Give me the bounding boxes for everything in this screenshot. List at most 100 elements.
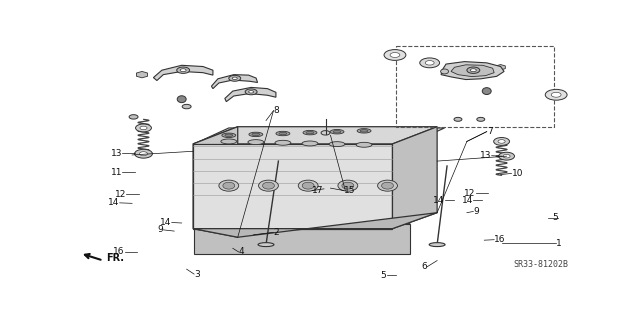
Text: 15: 15 [344, 186, 355, 195]
Text: 7: 7 [486, 127, 492, 136]
Polygon shape [225, 87, 276, 102]
Ellipse shape [342, 182, 354, 189]
Text: 8: 8 [273, 106, 279, 115]
Polygon shape [211, 75, 257, 89]
Polygon shape [136, 71, 148, 78]
Ellipse shape [302, 182, 314, 189]
Ellipse shape [249, 132, 263, 137]
Text: 11: 11 [111, 168, 122, 177]
Circle shape [384, 49, 406, 60]
Ellipse shape [262, 182, 275, 189]
Text: 5: 5 [552, 213, 557, 222]
Polygon shape [194, 128, 445, 224]
Text: 16: 16 [113, 248, 125, 256]
Ellipse shape [279, 132, 287, 135]
Polygon shape [193, 127, 437, 144]
Circle shape [499, 152, 515, 160]
Ellipse shape [275, 140, 291, 145]
Text: 16: 16 [494, 235, 506, 244]
Circle shape [551, 92, 561, 97]
Text: 14: 14 [433, 196, 445, 205]
Polygon shape [193, 127, 237, 237]
Circle shape [134, 149, 152, 158]
Circle shape [390, 53, 400, 57]
Polygon shape [441, 62, 504, 79]
Ellipse shape [298, 180, 318, 191]
Ellipse shape [177, 96, 186, 103]
Text: 5: 5 [381, 271, 387, 280]
Text: 14: 14 [462, 196, 474, 205]
Ellipse shape [381, 182, 394, 189]
Text: 1: 1 [556, 239, 562, 248]
Text: 12: 12 [465, 189, 476, 197]
Ellipse shape [306, 131, 314, 134]
Polygon shape [496, 64, 506, 70]
Circle shape [180, 69, 186, 72]
Ellipse shape [333, 130, 341, 133]
Ellipse shape [356, 142, 372, 147]
Ellipse shape [338, 180, 358, 191]
Circle shape [136, 124, 152, 132]
Circle shape [503, 154, 510, 158]
Text: 6: 6 [422, 262, 428, 271]
Text: 12: 12 [115, 190, 126, 199]
Ellipse shape [440, 69, 449, 74]
Circle shape [321, 131, 330, 135]
Ellipse shape [483, 88, 491, 94]
Text: 14: 14 [161, 218, 172, 227]
Text: 14: 14 [108, 198, 120, 207]
Ellipse shape [329, 142, 345, 147]
Circle shape [470, 69, 476, 72]
Polygon shape [193, 144, 392, 229]
Circle shape [498, 140, 505, 143]
Circle shape [140, 152, 147, 156]
Ellipse shape [302, 141, 318, 146]
Text: SR33-81202B: SR33-81202B [513, 260, 568, 269]
Ellipse shape [303, 130, 317, 135]
Ellipse shape [330, 130, 344, 134]
Circle shape [545, 89, 567, 100]
Ellipse shape [258, 243, 274, 247]
Text: 13: 13 [480, 151, 492, 160]
Text: 3: 3 [194, 270, 200, 278]
Circle shape [467, 67, 480, 73]
Circle shape [140, 126, 147, 130]
Circle shape [245, 89, 257, 95]
Circle shape [493, 137, 509, 145]
Ellipse shape [219, 180, 239, 191]
Polygon shape [154, 65, 213, 80]
Ellipse shape [259, 180, 278, 191]
Circle shape [177, 67, 189, 73]
Polygon shape [193, 213, 437, 237]
Circle shape [182, 104, 191, 109]
Ellipse shape [221, 139, 237, 144]
Ellipse shape [276, 131, 290, 136]
Circle shape [229, 75, 241, 81]
Circle shape [232, 77, 237, 79]
Ellipse shape [360, 130, 368, 132]
Circle shape [477, 117, 484, 121]
Circle shape [454, 117, 462, 121]
Circle shape [425, 61, 434, 65]
Text: 9: 9 [474, 207, 479, 216]
Text: FR.: FR. [106, 253, 124, 263]
Text: 13: 13 [111, 149, 122, 158]
Ellipse shape [378, 180, 397, 191]
Ellipse shape [429, 243, 445, 247]
Text: 9: 9 [157, 225, 163, 234]
Text: 4: 4 [239, 248, 244, 256]
Ellipse shape [225, 134, 233, 137]
Polygon shape [451, 65, 494, 77]
Circle shape [420, 58, 440, 68]
Text: 17: 17 [312, 186, 324, 195]
Text: 2: 2 [273, 228, 279, 237]
Ellipse shape [252, 133, 260, 136]
Ellipse shape [223, 182, 235, 189]
Ellipse shape [357, 129, 371, 133]
Ellipse shape [222, 133, 236, 137]
Polygon shape [392, 127, 437, 229]
Ellipse shape [248, 140, 264, 145]
Polygon shape [194, 224, 410, 255]
Circle shape [248, 91, 253, 93]
Circle shape [129, 115, 138, 119]
